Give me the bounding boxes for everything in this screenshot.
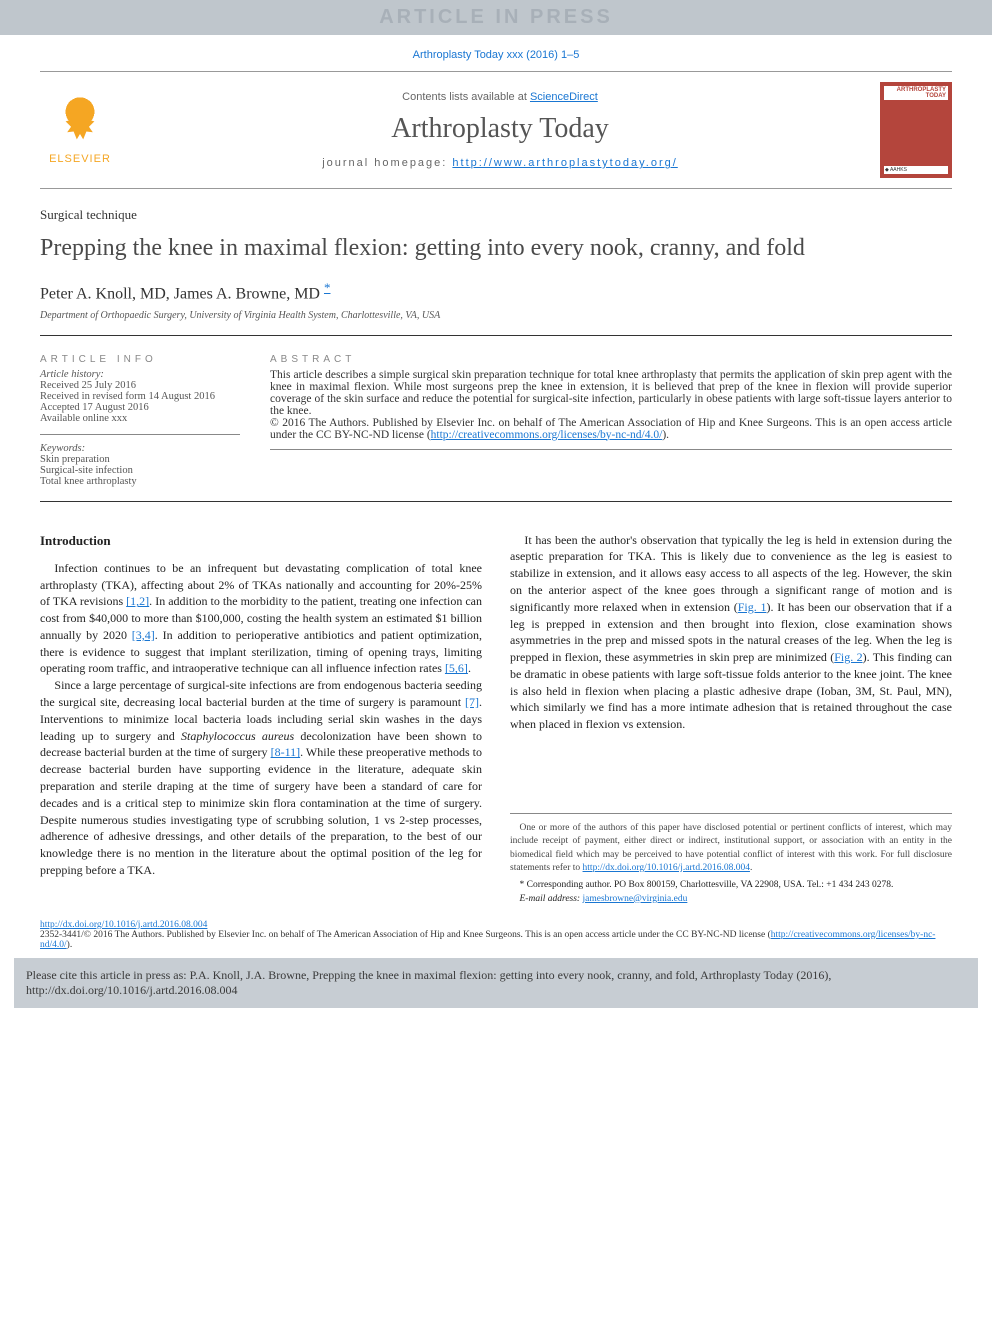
sciencedirect-link[interactable]: ScienceDirect xyxy=(530,91,598,103)
introduction-heading: Introduction xyxy=(40,532,482,550)
abstract-body: This article describes a simple surgical… xyxy=(270,369,952,417)
cite-in-press-box: Please cite this article in press as: P.… xyxy=(14,958,978,1008)
online-date: Available online xxx xyxy=(40,413,240,424)
keywords-label: Keywords: xyxy=(40,443,240,454)
p1d: . xyxy=(468,661,471,675)
corresponding-author-note: * Corresponding author. PO Box 800159, C… xyxy=(510,879,952,892)
p3b: . While these preoperative methods to de… xyxy=(40,745,482,877)
ref-3-4[interactable]: [3,4] xyxy=(132,628,155,642)
elsevier-text: ELSEVIER xyxy=(49,153,111,165)
ref-8-11[interactable]: [8-11] xyxy=(271,745,301,759)
keyword-1: Skin preparation xyxy=(40,454,240,465)
authors: Peter A. Knoll, MD, James A. Browne, MD … xyxy=(40,280,952,303)
header-center: Contents lists available at ScienceDirec… xyxy=(120,91,880,169)
cover-title: ARTHROPLASTY TODAY xyxy=(884,86,948,100)
paragraph-1: Infection continues to be an infrequent … xyxy=(40,560,482,678)
paragraph-4: It has been the author's observation tha… xyxy=(510,532,952,734)
email-note: E-mail address: jamesbrowne@virginia.edu xyxy=(510,893,952,906)
elsevier-tree-icon xyxy=(52,95,108,151)
abstract-text: This article describes a simple surgical… xyxy=(270,369,952,450)
fig-2-link[interactable]: Fig. 2 xyxy=(834,650,862,664)
paragraph-2: Since a large percentage of surgical-sit… xyxy=(40,677,482,879)
p2a: Since a large percentage of surgical-sit… xyxy=(40,678,482,709)
article-meta: Surgical technique Prepping the knee in … xyxy=(40,207,952,321)
conflict-note: One or more of the authors of this paper… xyxy=(510,813,952,875)
staph-italic: Staphylococcus aureus xyxy=(181,729,294,743)
revised-date: Received in revised form 14 August 2016 xyxy=(40,391,240,402)
author-list: Peter A. Knoll, MD, James A. Browne, MD xyxy=(40,286,324,303)
abstract-header: ABSTRACT xyxy=(270,346,952,369)
ref-1-2[interactable]: [1,2] xyxy=(126,594,149,608)
ref-5-6[interactable]: [5,6] xyxy=(445,661,468,675)
elsevier-logo: ELSEVIER xyxy=(40,95,120,165)
email-label: E-mail address: xyxy=(520,894,583,904)
conflict-doi-link[interactable]: http://dx.doi.org/10.1016/j.artd.2016.08… xyxy=(583,863,750,873)
issn-line: 2352-3441/© 2016 The Authors. Published … xyxy=(40,930,952,950)
article-title: Prepping the knee in maximal flexion: ge… xyxy=(40,233,952,264)
issn-close: ). xyxy=(67,940,73,950)
article-info-column: ARTICLE INFO Article history: Received 2… xyxy=(40,336,240,501)
affiliation: Department of Orthopaedic Surgery, Unive… xyxy=(40,310,952,321)
abstract-license-link[interactable]: http://creativecommons.org/licenses/by-n… xyxy=(431,429,663,441)
history-block: Article history: Received 25 July 2016 R… xyxy=(40,369,240,435)
homepage-link[interactable]: http://www.arthroplastytoday.org/ xyxy=(452,157,677,169)
contents-available: Contents lists available at ScienceDirec… xyxy=(120,91,880,103)
conflict-end: . xyxy=(750,863,752,873)
section-type: Surgical technique xyxy=(40,207,952,223)
footer-doi-link[interactable]: http://dx.doi.org/10.1016/j.artd.2016.08… xyxy=(40,920,207,930)
article-info-header: ARTICLE INFO xyxy=(40,346,240,369)
journal-cover-thumb: ARTHROPLASTY TODAY ◆ AAHKS xyxy=(880,82,952,178)
info-abstract-block: ARTICLE INFO Article history: Received 2… xyxy=(40,335,952,502)
received-date: Received 25 July 2016 xyxy=(40,380,240,391)
corresponding-mark[interactable]: * xyxy=(324,280,331,295)
homepage-prefix: journal homepage: xyxy=(322,157,452,169)
contents-prefix: Contents lists available at xyxy=(402,91,530,103)
top-citation: Arthroplasty Today xxx (2016) 1–5 xyxy=(0,35,992,71)
email-link[interactable]: jamesbrowne@virginia.edu xyxy=(582,894,687,904)
homepage-line: journal homepage: http://www.arthroplast… xyxy=(120,157,880,169)
abstract-copyright-close: ). xyxy=(662,429,669,441)
journal-header: ELSEVIER Contents lists available at Sci… xyxy=(40,71,952,189)
fig-1-link[interactable]: Fig. 1 xyxy=(738,600,767,614)
in-press-banner: ARTICLE IN PRESS xyxy=(0,0,992,35)
footer-block: http://dx.doi.org/10.1016/j.artd.2016.08… xyxy=(40,920,952,950)
ref-7[interactable]: [7] xyxy=(465,695,479,709)
body-text: Introduction Infection continues to be a… xyxy=(40,532,952,906)
issn-text: 2352-3441/© 2016 The Authors. Published … xyxy=(40,930,771,940)
keyword-2: Surgical-site infection xyxy=(40,465,240,476)
keyword-3: Total knee arthroplasty xyxy=(40,476,240,487)
history-label: Article history: xyxy=(40,369,240,380)
cover-footer: ◆ AAHKS xyxy=(884,166,948,174)
journal-name: Arthroplasty Today xyxy=(120,113,880,145)
abstract-column: ABSTRACT This article describes a simple… xyxy=(270,336,952,501)
accepted-date: Accepted 17 August 2016 xyxy=(40,402,240,413)
